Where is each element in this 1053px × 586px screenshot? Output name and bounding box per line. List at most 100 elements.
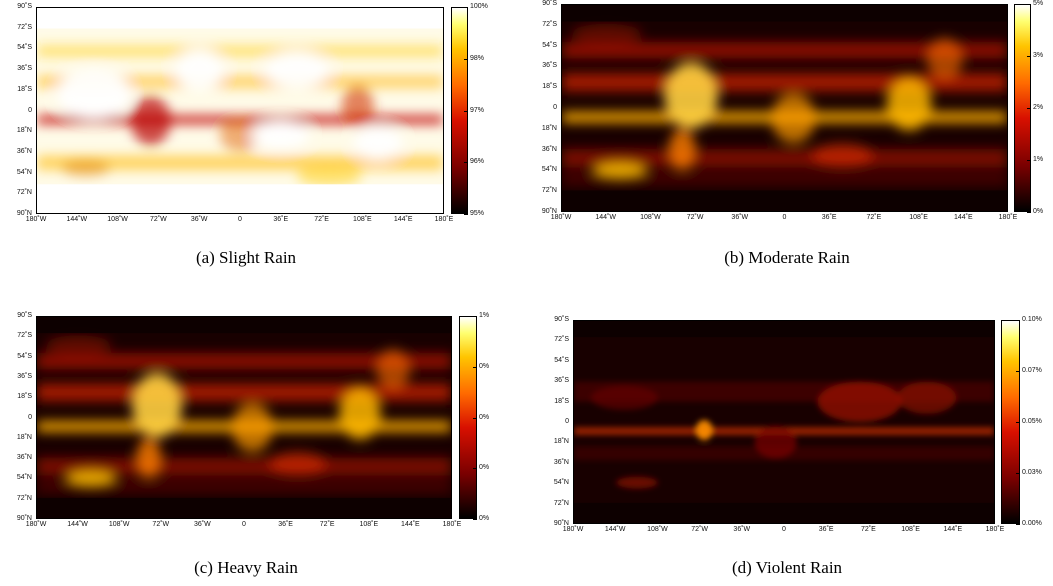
y-tick-label: 72˚S — [554, 336, 569, 344]
y-tick-label: 0 — [28, 413, 32, 421]
colorbar-tick — [473, 366, 477, 368]
precip-field — [37, 335, 451, 492]
precip-field — [562, 23, 1007, 185]
y-tick-label: 36˚S — [17, 65, 32, 73]
colorbar-tick-label: 96% — [470, 158, 485, 166]
y-tick-label: 72˚S — [17, 332, 32, 340]
x-tick-label: 72˚W — [150, 216, 167, 223]
y-tick-label: 0 — [553, 104, 557, 111]
colorbar-tick-label: 95% — [470, 210, 485, 217]
heatmap-plot-area — [36, 7, 444, 214]
colorbar-tick-label: 3% — [1033, 52, 1044, 59]
x-tick-label: 36˚E — [818, 526, 834, 533]
colorbar-tick-label: 1% — [1033, 156, 1044, 163]
y-tick-label: 72˚S — [17, 23, 32, 31]
x-tick-label: 108˚E — [909, 214, 928, 221]
colorbar-tick-label: 2% — [1033, 104, 1044, 111]
y-tick-label: 36˚N — [16, 147, 32, 155]
y-tick-label: 54˚N — [16, 168, 32, 176]
y-tick-label: 36˚S — [554, 377, 569, 385]
colorbar-tick — [464, 110, 468, 112]
y-tick-label: 72˚N — [16, 494, 32, 502]
colorbar-tick — [473, 417, 477, 419]
precip-field — [574, 381, 994, 489]
y-tick-label: 18˚N — [16, 433, 32, 441]
x-tick-label: 36˚W — [733, 526, 751, 533]
colorbar-tick-label: 0.03% — [1022, 469, 1042, 476]
x-tick-label: 0 — [782, 526, 786, 533]
x-tick-label: 180˚W — [25, 521, 47, 528]
colorbar-tick-label: 5% — [1033, 0, 1044, 7]
panel-caption: (d) Violent Rain — [731, 558, 843, 577]
colorbar-tick-label: 0% — [479, 464, 490, 472]
y-tick-label: 54˚S — [17, 352, 32, 360]
y-tick-label: 0 — [565, 418, 569, 425]
y-tick-label: 90˚N — [16, 515, 32, 522]
y-tick-label: 18˚S — [554, 397, 569, 405]
heatmap-plot-area — [561, 4, 1008, 212]
y-tick-label: 54˚S — [554, 356, 569, 364]
panel-caption: (c) Heavy Rain — [194, 558, 298, 577]
y-tick-label: 18˚N — [541, 124, 557, 132]
x-tick-label: 144˚E — [393, 216, 413, 223]
x-tick-label: 180˚W — [25, 216, 47, 223]
x-tick-label: 144˚W — [67, 521, 88, 528]
x-tick-label: 36˚E — [273, 216, 289, 223]
y-tick-label: 36˚S — [542, 62, 557, 70]
colorbar-tick-label: 0.10% — [1022, 316, 1042, 323]
panel-caption: (b) Moderate Rain — [724, 248, 850, 267]
colorbar-tick-label: 0% — [479, 515, 490, 522]
x-tick-label: 108˚W — [107, 216, 128, 223]
x-tick-label: 72˚W — [152, 521, 170, 528]
y-tick-label: 72˚N — [541, 187, 557, 195]
x-tick-label: 108˚W — [640, 214, 661, 221]
colorbar-tick — [464, 162, 468, 164]
colorbar-tick — [473, 316, 477, 317]
x-tick-label: 108˚W — [647, 526, 668, 533]
panel-caption: (a) Slight Rain — [195, 248, 297, 267]
x-tick-label: 36˚E — [278, 521, 293, 528]
x-tick-label: 72˚E — [860, 526, 876, 533]
colorbar-tick-label: 0% — [479, 413, 490, 421]
colorbar-tick — [1027, 108, 1031, 109]
x-tick-label: 144˚E — [953, 214, 973, 221]
x-tick-label: 36˚E — [821, 214, 837, 221]
y-tick-label: 90˚N — [541, 208, 557, 215]
y-tick-label: 0 — [28, 106, 32, 114]
y-tick-label: 18˚N — [16, 127, 32, 135]
x-tick-label: 144˚E — [943, 526, 963, 533]
colorbar-tick-label: 100% — [470, 3, 488, 10]
colorbar-tick — [464, 7, 468, 8]
colorbar-tick — [1027, 160, 1031, 161]
x-tick-label: 144˚W — [595, 214, 616, 221]
x-tick-label: 72˚E — [314, 216, 329, 223]
precip-field — [37, 44, 443, 187]
x-tick-label: 180˚E — [442, 521, 462, 528]
x-tick-label: 108˚E — [353, 216, 372, 223]
colorbar-tick — [1027, 4, 1031, 5]
y-tick-label: 90˚S — [542, 0, 557, 7]
colorbar-tick — [473, 519, 477, 520]
heatmap-plot-area — [36, 316, 452, 519]
colorbar-tick — [1016, 473, 1020, 474]
x-tick-label: 144˚W — [604, 526, 626, 533]
x-tick-label: 108˚E — [901, 526, 920, 533]
x-tick-label: 180˚W — [562, 526, 584, 533]
colorbar-tick — [464, 58, 468, 60]
heatmap-plot-area — [573, 320, 995, 524]
x-tick-label: 108˚E — [359, 521, 379, 528]
y-tick-label: 36˚S — [17, 372, 32, 380]
y-tick-label: 90˚S — [17, 312, 32, 319]
colorbar-tick — [1016, 422, 1020, 423]
y-tick-label: 18˚S — [542, 83, 557, 91]
y-tick-label: 18˚S — [17, 393, 32, 401]
x-tick-label: 180˚E — [985, 526, 1005, 533]
y-tick-label: 54˚N — [553, 479, 569, 487]
y-tick-label: 54˚N — [541, 166, 557, 174]
x-tick-label: 180˚E — [434, 216, 454, 223]
x-tick-label: 0 — [782, 214, 787, 221]
x-tick-label: 36˚W — [731, 214, 749, 221]
map-background — [574, 321, 994, 523]
y-tick-label: 18˚N — [553, 438, 569, 446]
x-tick-label: 144˚W — [66, 216, 88, 223]
